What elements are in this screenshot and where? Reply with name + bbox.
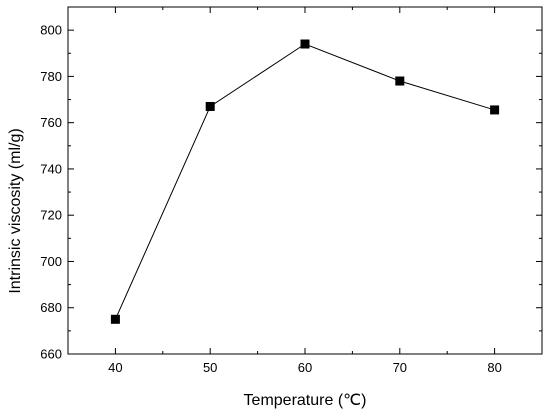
y-tick-label: 660 <box>40 347 62 362</box>
y-tick-label: 720 <box>40 208 62 223</box>
data-point <box>300 39 310 49</box>
plot-area <box>67 6 543 355</box>
data-point <box>110 314 120 324</box>
y-tick-label: 780 <box>40 69 62 84</box>
axis-tick-labels: 40 50 60 70 80 660 680 700 720 740 760 780 800 <box>40 23 502 375</box>
y-axis-title: Intrinsic viscosity (ml/g) <box>7 128 24 293</box>
x-tick-label: 80 <box>487 360 501 375</box>
plot-frame <box>67 6 543 355</box>
x-tick-label: 60 <box>298 360 312 375</box>
y-tick-label: 760 <box>40 115 62 130</box>
data-point <box>395 76 405 86</box>
data-point <box>490 105 500 115</box>
y-tick-label: 800 <box>40 23 62 38</box>
y-tick-label: 680 <box>40 300 62 315</box>
series-group <box>110 39 500 324</box>
data-point <box>205 101 215 111</box>
y-tick-label: 700 <box>40 254 62 269</box>
x-tick-label: 50 <box>203 360 217 375</box>
y-tick-label: 740 <box>40 161 62 176</box>
x-tick-label: 40 <box>108 360 122 375</box>
x-axis-title: Temperature (℃) <box>244 392 367 409</box>
axis-ticks <box>67 6 543 355</box>
series-line <box>114 43 495 320</box>
x-tick-label: 70 <box>393 360 407 375</box>
